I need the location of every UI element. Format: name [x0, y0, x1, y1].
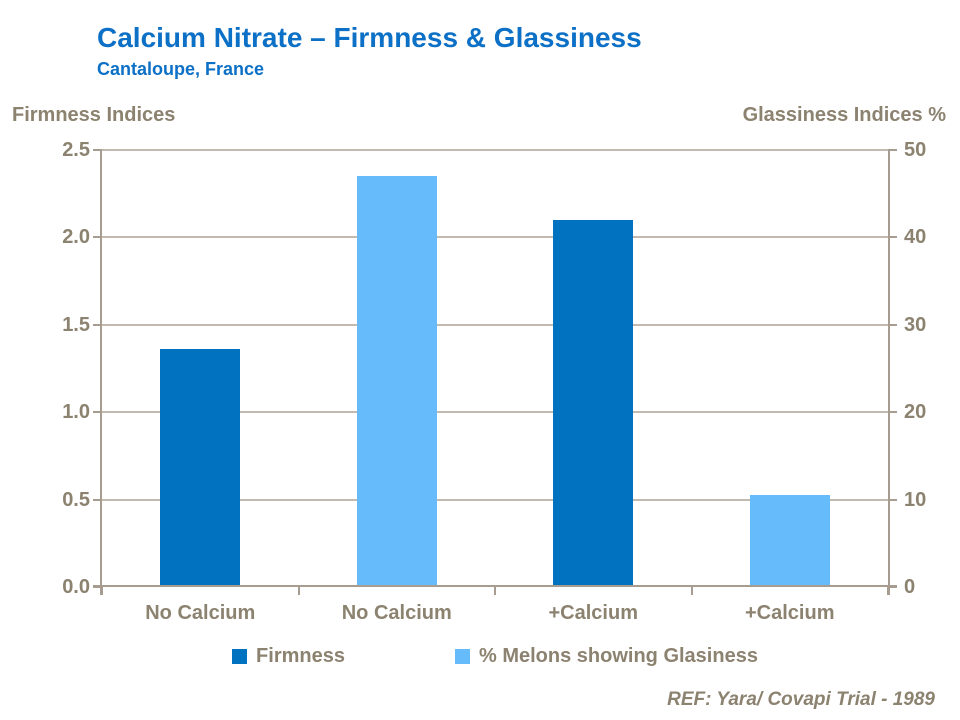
left-axis-tick: [93, 323, 102, 326]
gridline: [102, 323, 888, 326]
page-subtitle: Cantaloupe, France: [97, 59, 265, 79]
right-axis-title: Glassiness Indices %: [742, 104, 946, 126]
right-axis-tick: [888, 411, 897, 414]
bar-firmness-no-calcium: [160, 349, 241, 587]
left-axis-tick: [93, 498, 102, 501]
gridline: [102, 236, 888, 239]
left-axis-tick-label: 1.5: [62, 313, 90, 336]
legend-label: Firmness: [256, 645, 345, 667]
category-label: No Calcium: [341, 602, 452, 624]
left-axis-line: [100, 150, 102, 595]
left-axis-tick-label: 2.5: [62, 139, 90, 161]
left-axis-tick-label: 0.0: [62, 576, 90, 598]
right-axis-tick-label: 40: [904, 226, 927, 249]
gridline: [102, 498, 888, 501]
right-axis-tick-label: 0: [904, 576, 916, 598]
right-axis-tick: [888, 149, 897, 151]
left-axis-tick-label: 2.0: [62, 226, 90, 249]
right-axis-tick-label: 20: [904, 401, 927, 424]
left-axis-tick: [93, 149, 102, 151]
left-axis-tick-label: 0.5: [62, 488, 90, 511]
right-axis-tick-label: 10: [904, 488, 927, 511]
bottom-axis-tick: [494, 587, 496, 595]
left-axis-tick: [93, 236, 102, 239]
right-axis-tick: [888, 236, 897, 239]
category-label: No Calcium: [145, 602, 256, 624]
category-label: +Calcium: [548, 602, 638, 624]
legend-label: % Melons showing Glasiness: [478, 645, 758, 667]
legend-item-melons-showing-glasiness: % Melons showing Glasiness: [454, 645, 758, 668]
legend-swatch-firmness: [232, 649, 248, 664]
left-axis-tick: [93, 411, 102, 414]
bottom-axis-tick: [887, 587, 889, 595]
page-title: Calcium Nitrate – Firmness & Glassiness: [97, 22, 642, 53]
left-axis-tick-label: 1.0: [62, 401, 90, 424]
right-axis-tick: [888, 323, 897, 326]
gridline: [102, 149, 888, 151]
bottom-axis-tick: [690, 587, 693, 595]
right-axis-tick-label: 30: [904, 313, 927, 336]
right-axis-tick: [888, 586, 897, 588]
legend: Firmness % Melons showing Glasiness: [102, 645, 888, 668]
bar-firmness-calcium: [553, 219, 634, 587]
category-label: +Calcium: [745, 602, 835, 624]
bar-melons-showing-glasiness-calcium: [749, 495, 830, 587]
right-axis-line: [888, 150, 890, 595]
legend-swatch-melons-showing-glasiness: [454, 649, 470, 664]
bar-melons-showing-glasiness-no-calcium: [356, 176, 437, 587]
footnote-ref: REF: Yara/ Covapi Trial - 1989: [667, 689, 935, 710]
left-axis-title: Firmness Indices: [12, 104, 176, 126]
legend-item-firmness: Firmness: [232, 645, 345, 668]
right-axis-tick-label: 50: [904, 139, 927, 161]
bottom-axis-tick: [297, 587, 300, 595]
bottom-axis-tick: [101, 587, 103, 595]
gridline: [102, 411, 888, 414]
bottom-axis-line: [93, 585, 897, 587]
right-axis-tick: [888, 498, 897, 501]
left-axis-tick: [93, 586, 102, 588]
